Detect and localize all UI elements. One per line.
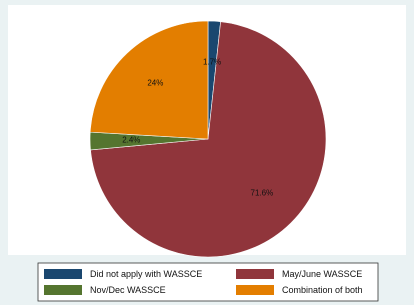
data-label: 2.4% bbox=[122, 135, 140, 144]
legend-swatch bbox=[236, 269, 274, 279]
legend-swatch bbox=[44, 285, 82, 295]
legend-box bbox=[37, 262, 379, 302]
legend-label: Combination of both bbox=[282, 285, 363, 295]
legend-swatch bbox=[44, 269, 82, 279]
legend-label: Nov/Dec WASSCE bbox=[90, 285, 166, 295]
legend-label: Did not apply with WASSCE bbox=[90, 269, 202, 279]
data-label: 24% bbox=[147, 78, 163, 87]
legend-label: May/June WASSCE bbox=[282, 269, 362, 279]
data-label: 71.6% bbox=[251, 189, 274, 198]
pie-slice bbox=[90, 21, 327, 258]
pie: 1.7% 71.6% 2.4% 24% bbox=[89, 20, 327, 258]
legend: Did not apply with WASSCE May/June WASSCE… bbox=[44, 269, 363, 295]
legend-swatch bbox=[236, 285, 274, 295]
pie-slice bbox=[89, 20, 209, 140]
data-label: 1.7% bbox=[203, 58, 221, 67]
